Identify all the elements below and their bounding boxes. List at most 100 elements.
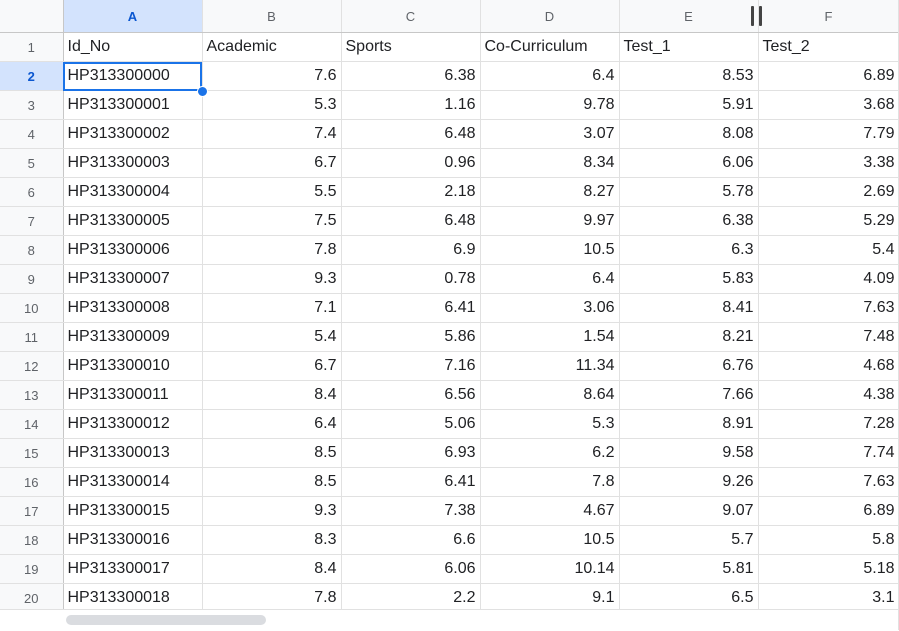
- cell-value[interactable]: 5.3: [480, 409, 620, 439]
- cell-value[interactable]: 8.21: [619, 322, 759, 352]
- cell-value[interactable]: 8.34: [480, 148, 620, 178]
- cell-value[interactable]: 2.18: [341, 177, 481, 207]
- cell-value[interactable]: 5.18: [758, 554, 899, 584]
- cell-header-id[interactable]: Id_No: [63, 32, 203, 62]
- cell-value[interactable]: 7.28: [758, 409, 899, 439]
- cell-id[interactable]: HP313300003: [63, 148, 203, 178]
- cell-value[interactable]: 5.8: [758, 525, 899, 555]
- row-header[interactable]: 12: [0, 351, 64, 381]
- cell-value[interactable]: 8.4: [202, 554, 342, 584]
- cell-id[interactable]: HP313300012: [63, 409, 203, 439]
- cell-id[interactable]: HP313300015: [63, 496, 203, 526]
- cell-value[interactable]: 6.38: [619, 206, 759, 236]
- cell-value[interactable]: 4.67: [480, 496, 620, 526]
- cell-value[interactable]: 6.41: [341, 293, 481, 323]
- cell-id[interactable]: HP313300018: [63, 583, 203, 613]
- cell-value[interactable]: 9.97: [480, 206, 620, 236]
- cell-value[interactable]: 8.41: [619, 293, 759, 323]
- cell-value[interactable]: 6.06: [341, 554, 481, 584]
- cell-value[interactable]: 6.76: [619, 351, 759, 381]
- row-header[interactable]: 8: [0, 235, 64, 265]
- cell-value[interactable]: 4.09: [758, 264, 899, 294]
- cell-value[interactable]: 7.74: [758, 438, 899, 468]
- cell-value[interactable]: 6.4: [480, 264, 620, 294]
- column-header-c[interactable]: C: [341, 0, 481, 33]
- row-header[interactable]: 3: [0, 90, 64, 120]
- cell-id[interactable]: HP313300016: [63, 525, 203, 555]
- row-header[interactable]: 13: [0, 380, 64, 410]
- cell-value[interactable]: 5.4: [758, 235, 899, 265]
- cell-value[interactable]: 6.5: [619, 583, 759, 613]
- cell-value[interactable]: 10.5: [480, 525, 620, 555]
- cell-value[interactable]: 4.38: [758, 380, 899, 410]
- fill-handle[interactable]: [197, 86, 208, 97]
- row-header[interactable]: 10: [0, 293, 64, 323]
- cell-value[interactable]: 5.81: [619, 554, 759, 584]
- cell-value[interactable]: 7.66: [619, 380, 759, 410]
- cell-value[interactable]: 5.3: [202, 90, 342, 120]
- cell-value[interactable]: 1.16: [341, 90, 481, 120]
- cell-value[interactable]: 6.2: [480, 438, 620, 468]
- row-header[interactable]: 17: [0, 496, 64, 526]
- cell-value[interactable]: 5.29: [758, 206, 899, 236]
- cell-value[interactable]: 9.3: [202, 496, 342, 526]
- cell-value[interactable]: 8.3: [202, 525, 342, 555]
- cell-value[interactable]: 6.06: [619, 148, 759, 178]
- cell-id[interactable]: HP313300002: [63, 119, 203, 149]
- cell-value[interactable]: 3.06: [480, 293, 620, 323]
- row-header[interactable]: 4: [0, 119, 64, 149]
- cell-id[interactable]: HP313300011: [63, 380, 203, 410]
- cell-value[interactable]: 6.48: [341, 206, 481, 236]
- cell-header-academic[interactable]: Academic: [202, 32, 342, 62]
- cell-value[interactable]: 6.89: [758, 61, 899, 91]
- cell-value[interactable]: 7.1: [202, 293, 342, 323]
- cell-value[interactable]: 6.41: [341, 467, 481, 497]
- cell-value[interactable]: 5.86: [341, 322, 481, 352]
- cell-header-sports[interactable]: Sports: [341, 32, 481, 62]
- cell-value[interactable]: 6.7: [202, 351, 342, 381]
- cell-value[interactable]: 4.68: [758, 351, 899, 381]
- cell-value[interactable]: 3.68: [758, 90, 899, 120]
- cell-value[interactable]: 2.69: [758, 177, 899, 207]
- cell-value[interactable]: 8.4: [202, 380, 342, 410]
- cell-value[interactable]: 9.07: [619, 496, 759, 526]
- row-header[interactable]: 15: [0, 438, 64, 468]
- cell-value[interactable]: 7.4: [202, 119, 342, 149]
- cell-value[interactable]: 7.79: [758, 119, 899, 149]
- cell-value[interactable]: 8.27: [480, 177, 620, 207]
- cell-value[interactable]: 7.16: [341, 351, 481, 381]
- row-header[interactable]: 9: [0, 264, 64, 294]
- select-all-corner[interactable]: [0, 0, 64, 33]
- cell-value[interactable]: 8.5: [202, 467, 342, 497]
- cell-value[interactable]: 6.4: [480, 61, 620, 91]
- cell-header-test2[interactable]: Test_2: [758, 32, 899, 62]
- cell-value[interactable]: 7.48: [758, 322, 899, 352]
- active-cell[interactable]: HP313300000: [63, 61, 203, 91]
- cell-value[interactable]: 9.58: [619, 438, 759, 468]
- cell-value[interactable]: 7.6: [202, 61, 342, 91]
- cell-value[interactable]: 7.38: [341, 496, 481, 526]
- cell-value[interactable]: 5.5: [202, 177, 342, 207]
- cell-value[interactable]: 10.14: [480, 554, 620, 584]
- cell-value[interactable]: 5.7: [619, 525, 759, 555]
- row-header[interactable]: 18: [0, 525, 64, 555]
- cell-value[interactable]: 6.6: [341, 525, 481, 555]
- row-header[interactable]: 1: [0, 32, 64, 62]
- cell-value[interactable]: 8.08: [619, 119, 759, 149]
- cell-value[interactable]: 3.07: [480, 119, 620, 149]
- cell-header-cocurriculum[interactable]: Co-Curriculum: [480, 32, 620, 62]
- column-header-d[interactable]: D: [480, 0, 620, 33]
- cell-value[interactable]: 7.8: [202, 583, 342, 613]
- cell-value[interactable]: 10.5: [480, 235, 620, 265]
- cell-value[interactable]: 5.4: [202, 322, 342, 352]
- cell-value[interactable]: 7.8: [202, 235, 342, 265]
- cell-id[interactable]: HP313300008: [63, 293, 203, 323]
- cell-id[interactable]: HP313300017: [63, 554, 203, 584]
- cell-value[interactable]: 8.64: [480, 380, 620, 410]
- horizontal-scrollbar[interactable]: [0, 609, 899, 631]
- row-header[interactable]: 2: [0, 61, 64, 91]
- column-header-b[interactable]: B: [202, 0, 342, 33]
- cell-value[interactable]: 0.96: [341, 148, 481, 178]
- cell-value[interactable]: 8.53: [619, 61, 759, 91]
- cell-id[interactable]: HP313300004: [63, 177, 203, 207]
